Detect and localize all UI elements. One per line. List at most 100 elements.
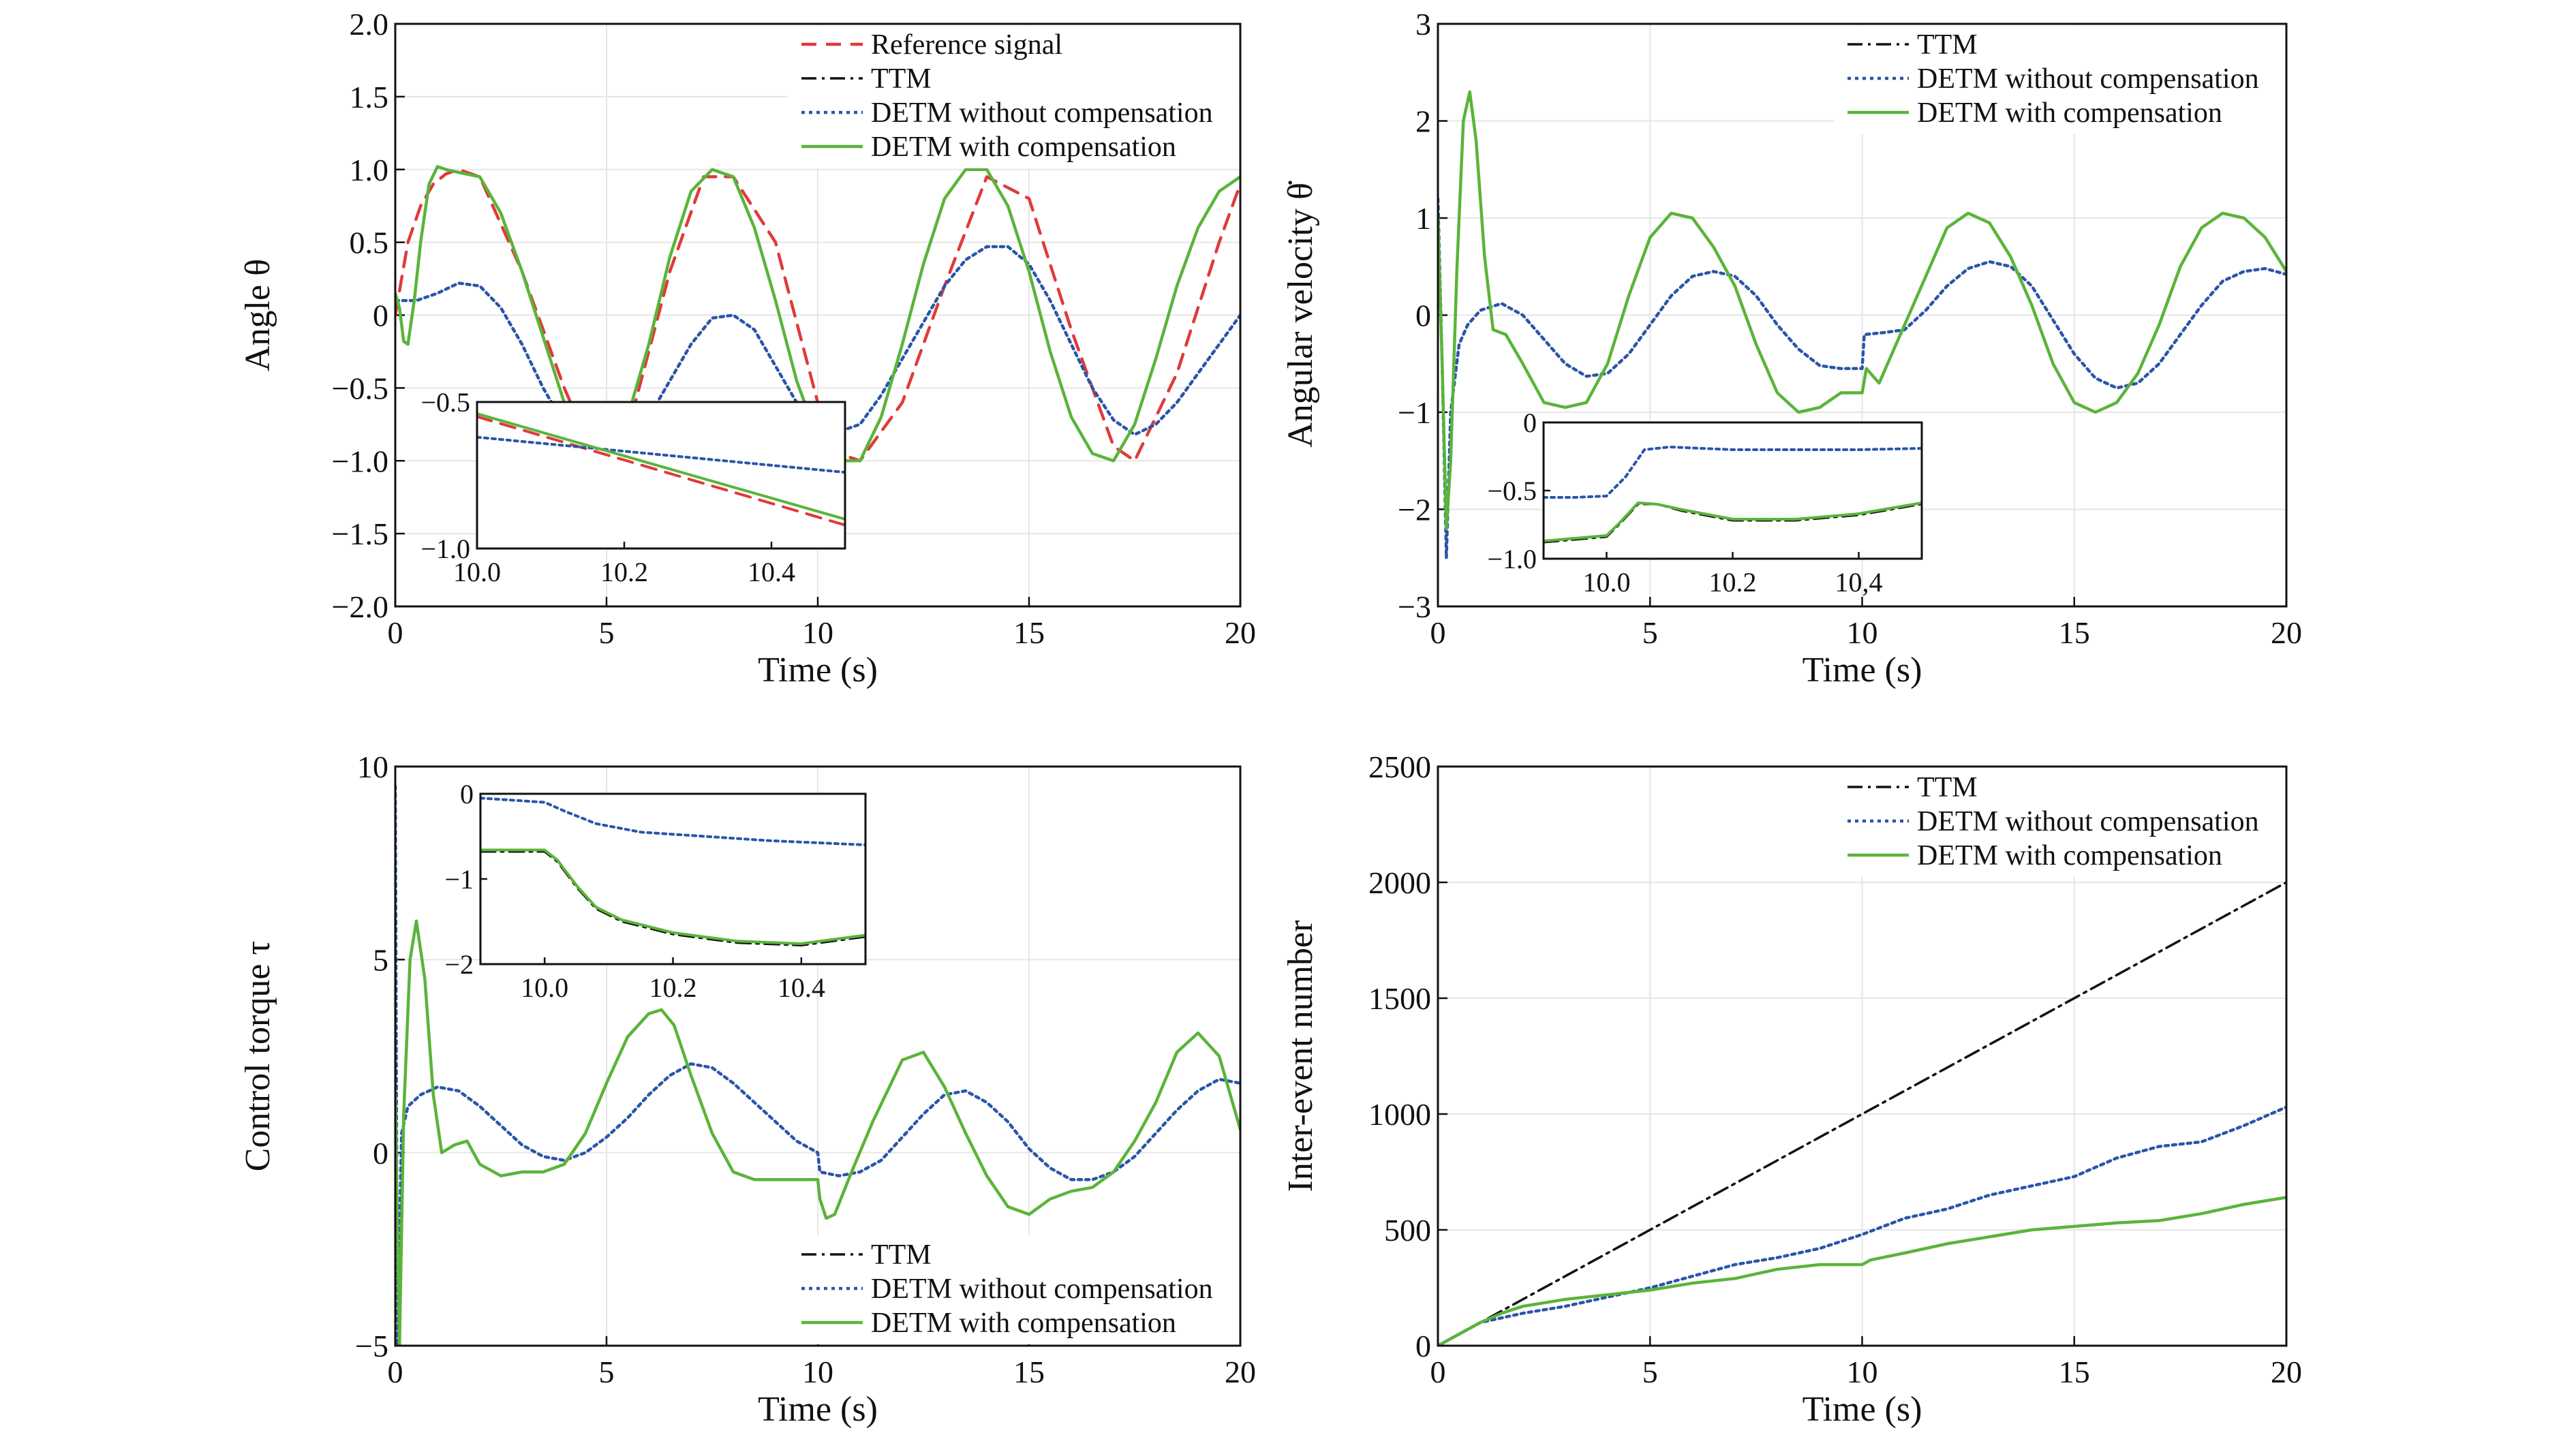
x-tick-label: 10 — [802, 615, 833, 650]
y-tick-label: −1.0 — [1487, 544, 1537, 574]
series-line-ttm — [1438, 881, 2286, 1346]
legend-label-detm-without-compensation: DETM without compensation — [871, 97, 1213, 129]
legend-label-detm-without-compensation: DETM without compensation — [1917, 63, 2259, 95]
x-tick-label: 5 — [1642, 1355, 1658, 1389]
y-tick-label: −1.0 — [332, 444, 388, 478]
y-tick-label: 2.0 — [350, 7, 389, 42]
x-tick-label: 10 — [1847, 1355, 1878, 1389]
y-tick-label: −2 — [444, 949, 474, 980]
y-tick-label: −1 — [1398, 395, 1431, 430]
inset-background — [480, 794, 865, 964]
y-tick-label: 0 — [1523, 407, 1537, 438]
series-group — [1438, 90, 2286, 560]
inset-frame — [479, 792, 867, 965]
y-tick-label: −1.5 — [332, 516, 388, 551]
x-tick-label: 5 — [599, 615, 615, 650]
series-line-detm-with-compensation — [395, 165, 1240, 463]
y-tick-label: −0.5 — [1487, 476, 1537, 506]
series-line-solid-green — [477, 412, 845, 521]
legend-label-detm-with-compensation: DETM with compensation — [871, 1308, 1176, 1339]
series-group — [1438, 881, 2286, 1346]
legend-background — [788, 1235, 1239, 1344]
x-tick-label: 15 — [2059, 1355, 2090, 1389]
inset-background — [477, 402, 845, 548]
y-tick-label: 500 — [1384, 1213, 1431, 1248]
series-line-detm-with-compensation — [1438, 1196, 2286, 1346]
x-tick-label: 20 — [1225, 1355, 1256, 1389]
y-tick-label: 2500 — [1368, 750, 1431, 784]
x-tick-label: 5 — [1642, 615, 1658, 650]
x-tick-label: 0 — [388, 615, 403, 650]
y-tick-label: 3 — [1415, 7, 1431, 42]
x-tick-label: 10.4 — [778, 972, 825, 1003]
series-line-dotted-blue — [1544, 446, 1922, 499]
y-tick-label: 2 — [1415, 104, 1431, 139]
inset-zoom: 10.0 10.2 10.4 −1.0 −0.5 — [420, 387, 846, 587]
inset-frame — [1542, 421, 1923, 560]
y-tick-label: −1.0 — [420, 534, 470, 564]
y-tick-label: 0 — [373, 298, 388, 333]
x-tick-label: 10.4 — [748, 557, 795, 587]
legend-background — [788, 25, 1239, 168]
y-tick-label: 0 — [1415, 298, 1431, 333]
x-tick-label: 0 — [1430, 615, 1446, 650]
y-tick-label: −0.5 — [420, 387, 470, 418]
series-group — [1544, 446, 1922, 544]
y-tick-label: −5 — [355, 1329, 388, 1363]
y-axis-label: Angular velocity θ̇ — [1281, 181, 1320, 448]
x-tick-label: 5 — [599, 1355, 615, 1389]
x-tick-label: 20 — [2271, 1355, 2302, 1389]
legend-label-detm-without-compensation: DETM without compensation — [871, 1273, 1213, 1305]
y-tick-label: −0.5 — [332, 371, 388, 405]
x-tick-label: 10.0 — [453, 557, 501, 587]
axes-frame — [1437, 765, 2288, 1347]
inset-zoom: 10.0 10.2 10.4 −2 −1 0 — [444, 779, 867, 1003]
series-line-solid-green — [1544, 501, 1922, 542]
y-tick-label: −3 — [1398, 589, 1431, 624]
axes-frame — [394, 765, 1242, 1347]
x-axis-label: Time (s) — [1803, 1390, 1922, 1429]
legend-label-ttm: TTM — [871, 1239, 932, 1271]
x-tick-label: 15 — [1013, 615, 1045, 650]
y-tick-label: 5 — [373, 942, 388, 977]
legend-label-reference-signal: Reference signal — [871, 29, 1062, 61]
series-line-dashed-red — [477, 415, 845, 527]
series-group — [477, 412, 845, 527]
x-tick-label: 10 — [1847, 615, 1878, 650]
legend-background — [1834, 25, 2285, 134]
x-axis-label: Time (s) — [758, 651, 878, 690]
y-tick-label: 0 — [460, 779, 474, 809]
y-tick-label: 10 — [357, 750, 388, 784]
series-line-detm-without-compensation — [395, 784, 1240, 1346]
y-axis-label: Angle θ — [239, 259, 277, 371]
angular-velocity-chart: 0 5 10 15 20 −3 −2 −1 0 1 2 3 Time (s) Angular veloci… — [1281, 7, 2302, 690]
y-tick-label: 2000 — [1368, 865, 1431, 900]
y-axis-label: Inter-event number — [1281, 921, 1320, 1192]
inset-zoom: 10.0 10.2 10,4 −1.0 −0.5 0 — [1487, 407, 1923, 598]
y-tick-label: −1 — [444, 864, 474, 895]
axes-frame — [1437, 22, 2288, 608]
y-tick-label: 0.5 — [350, 226, 389, 260]
series-line-dotted-blue — [477, 435, 845, 474]
series-line-solid-green — [480, 848, 865, 945]
y-tick-label: −2 — [1398, 493, 1431, 527]
y-tick-label: 1500 — [1368, 981, 1431, 1016]
series-line-detm-with-compensation — [395, 919, 1240, 1346]
inter-event-number-chart: 0 5 10 15 20 0 500 1000 1500 2000 2500 Time (s) Inte… — [1281, 750, 2302, 1429]
y-tick-label: 1.5 — [350, 80, 389, 114]
y-tick-label: −2.0 — [332, 589, 388, 624]
x-tick-label: 15 — [1013, 1355, 1045, 1389]
y-tick-label: 0 — [1415, 1329, 1431, 1363]
axes-frame — [394, 22, 1242, 608]
x-axis-label: Time (s) — [1803, 651, 1922, 690]
legend-label-detm-without-compensation: DETM without compensation — [1917, 806, 2259, 837]
y-axis-label: Control torque τ — [239, 941, 277, 1172]
series-group — [395, 784, 1240, 1346]
y-tick-label: 1 — [1415, 201, 1431, 236]
y-tick-label: 1000 — [1368, 1097, 1431, 1132]
